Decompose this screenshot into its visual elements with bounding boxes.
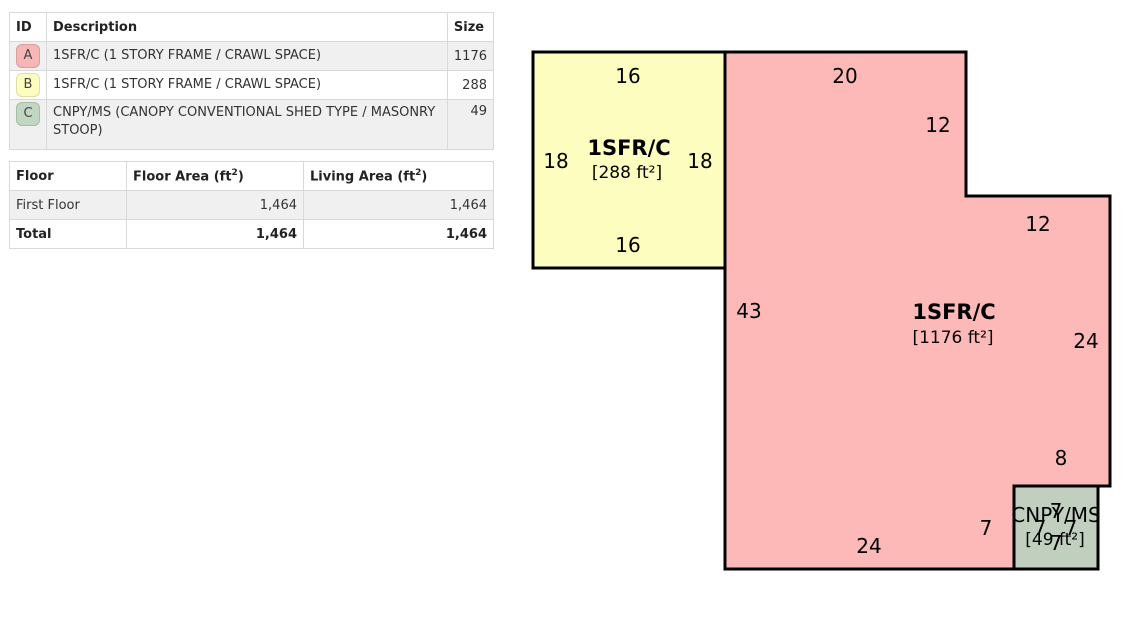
section-b-area: [288 ft²] — [592, 163, 662, 183]
section-c-dim-right: 7 — [1065, 516, 1078, 540]
section-c-label: CNPY/MS — [1011, 503, 1100, 527]
table-row-total: Total 1,464 1,464 — [9, 219, 494, 249]
section-a-dim-right: 24 — [1073, 329, 1098, 353]
section-a-dim-bottom: 24 — [856, 534, 881, 558]
section-badge-a: A — [16, 44, 40, 68]
floor-area-value: 1,464 — [126, 190, 304, 220]
floor-name: First Floor — [9, 190, 127, 220]
section-a-dim-notch-top: 12 — [1025, 212, 1050, 236]
section-a-label: 1SFR/C — [912, 300, 995, 324]
section-badge-b: B — [16, 73, 40, 97]
section-badge-c: C — [16, 102, 40, 126]
row-size: 49 — [446, 99, 495, 150]
sections-header-row: ID Description Size — [9, 12, 495, 42]
header-living-area: Living Area (ft2) — [303, 161, 494, 191]
floor-name: Total — [9, 219, 127, 249]
header-floor: Floor — [9, 161, 127, 191]
table-row: First Floor 1,464 1,464 — [9, 190, 494, 220]
section-a-dim-notch-side: 12 — [925, 113, 950, 137]
row-id-cell: C — [9, 99, 47, 150]
row-size: 1176 — [446, 41, 495, 71]
section-a-dim-right-lower: 8 — [1055, 446, 1068, 470]
section-b-label: 1SFR/C — [587, 136, 670, 160]
row-description: CNPY/MS (CANOPY CONVENTIONAL SHED TYPE /… — [46, 99, 448, 150]
section-b-dim-top: 16 — [615, 64, 640, 88]
floor-area-value: 1,464 — [126, 219, 304, 249]
row-description: 1SFR/C (1 STORY FRAME / CRAWL SPACE) — [46, 41, 448, 71]
table-row: C CNPY/MS (CANOPY CONVENTIONAL SHED TYPE… — [9, 99, 495, 150]
table-row: B 1SFR/C (1 STORY FRAME / CRAWL SPACE) 2… — [9, 70, 495, 100]
section-c-dim-bottom: 7 — [1050, 531, 1063, 555]
section-c-dim-left: 7 — [1034, 516, 1047, 540]
area-header-row: Floor Floor Area (ft2) Living Area (ft2) — [9, 161, 494, 191]
sections-table: ID Description Size A 1SFR/C (1 STORY FR… — [9, 12, 495, 150]
section-a-dim-top: 20 — [832, 64, 857, 88]
row-id-cell: B — [9, 70, 47, 100]
section-c-shape — [1012, 484, 1100, 571]
table-row: A 1SFR/C (1 STORY FRAME / CRAWL SPACE) 1… — [9, 41, 495, 71]
row-id-cell: A — [9, 41, 47, 71]
section-a-shape — [723, 50, 1112, 571]
living-area-value: 1,464 — [303, 190, 494, 220]
section-b-dim-left: 18 — [543, 149, 568, 173]
row-size: 288 — [446, 70, 495, 100]
row-description: 1SFR/C (1 STORY FRAME / CRAWL SPACE) — [46, 70, 448, 100]
section-b-dim-bottom: 16 — [615, 233, 640, 257]
section-c-dim-top: 7 — [1050, 499, 1063, 523]
living-area-value: 1,464 — [303, 219, 494, 249]
section-b-shape — [531, 50, 727, 270]
section-b-dim-right: 18 — [687, 149, 712, 173]
section-a-area: [1176 ft²] — [912, 328, 993, 348]
section-a-dim-stoop-left: 7 — [980, 516, 993, 540]
section-c-area: [49 ft²] — [1025, 530, 1084, 550]
section-a-dim-left: 43 — [736, 299, 761, 323]
area-table: Floor Floor Area (ft2) Living Area (ft2)… — [9, 161, 494, 249]
header-id: ID — [9, 12, 47, 42]
